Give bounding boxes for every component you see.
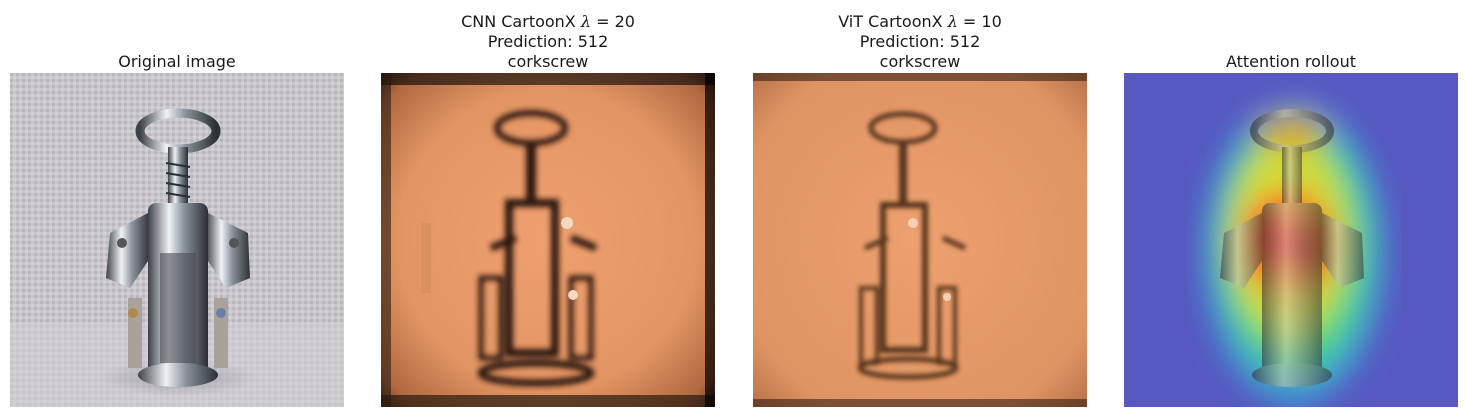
title-line: Attention rollout bbox=[1225, 52, 1357, 71]
panel-attention-rollout: Attention rollout bbox=[1124, 0, 1458, 417]
panel-cnn-cartoonx: CNN CartoonX λ = 20 Prediction: 512 cork… bbox=[381, 0, 715, 417]
panel-title: Attention rollout bbox=[1124, 52, 1458, 72]
attention-rollout-image bbox=[1124, 73, 1458, 407]
cnn-cartoonx-image bbox=[381, 73, 715, 407]
title-line-prediction: Prediction: 512 bbox=[859, 32, 981, 51]
title-line-method: ViT CartoonX λ = 10 bbox=[838, 12, 1002, 31]
title-line-class: corkscrew bbox=[879, 52, 961, 71]
original-image bbox=[10, 73, 344, 407]
panel-title: ViT CartoonX λ = 10 Prediction: 512 cork… bbox=[753, 12, 1087, 72]
title-line-prediction: Prediction: 512 bbox=[487, 32, 609, 51]
title-line-method: CNN CartoonX λ = 20 bbox=[461, 12, 635, 31]
panel-vit-cartoonx: ViT CartoonX λ = 10 Prediction: 512 cork… bbox=[753, 0, 1087, 417]
panel-original: Original image bbox=[10, 0, 344, 417]
panel-title: CNN CartoonX λ = 20 Prediction: 512 cork… bbox=[381, 12, 715, 72]
vit-cartoonx-image bbox=[753, 73, 1087, 407]
panel-title: Original image bbox=[10, 52, 344, 72]
title-line-class: corkscrew bbox=[507, 52, 589, 71]
title-line: Original image bbox=[118, 52, 236, 71]
